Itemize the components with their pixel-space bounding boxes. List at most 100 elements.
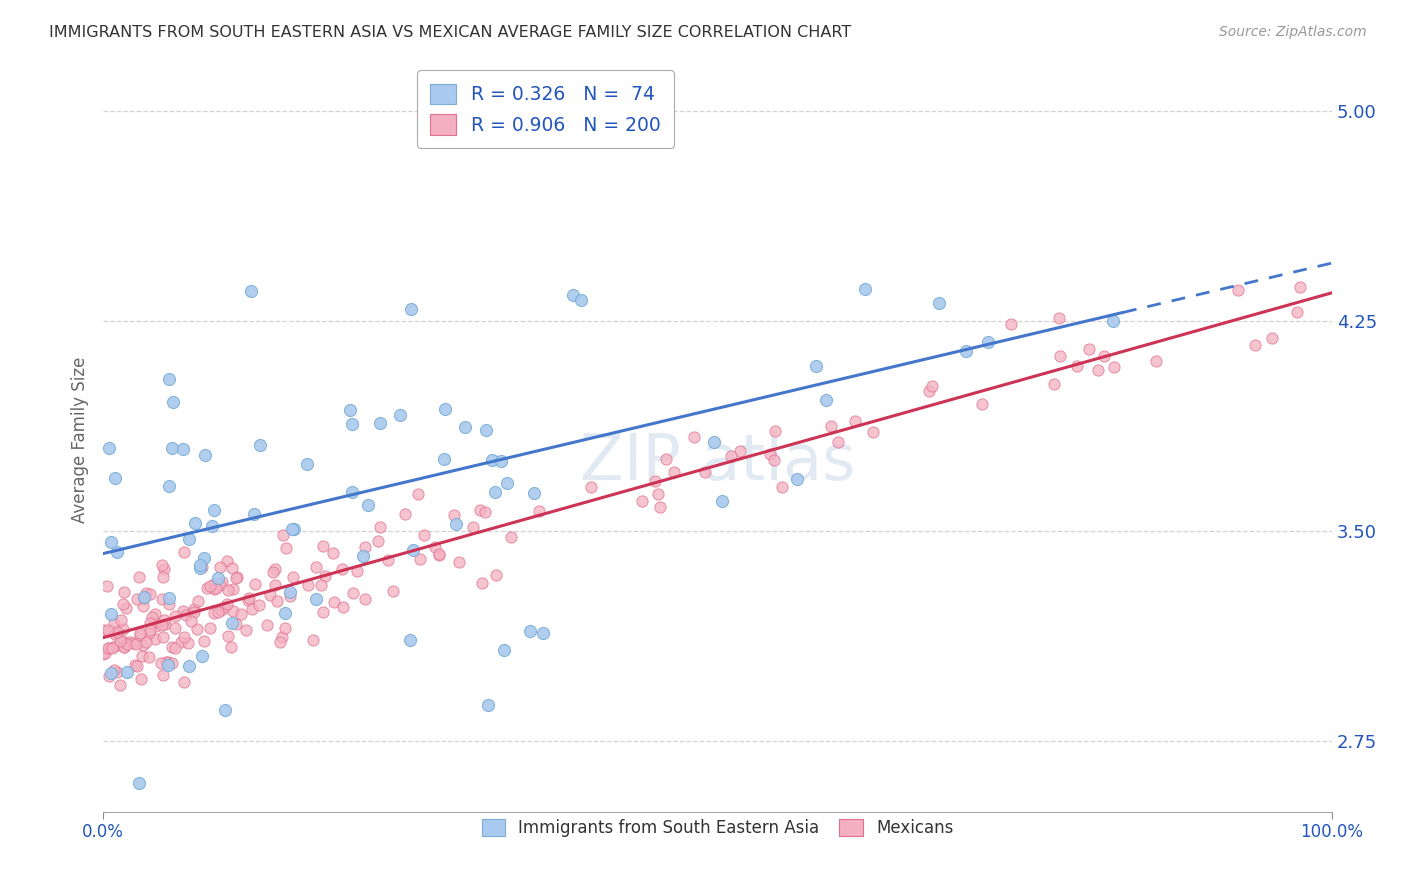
Point — [406, 487, 429, 501]
Point — [105, 544, 128, 558]
Point — [475, 423, 498, 437]
Point — [1144, 354, 1167, 368]
Point — [156, 655, 179, 669]
Point — [786, 472, 808, 486]
Point — [128, 570, 150, 584]
Point — [402, 543, 425, 558]
Point — [139, 587, 162, 601]
Point — [239, 284, 262, 298]
Point — [342, 585, 364, 599]
Point — [124, 658, 146, 673]
Point — [499, 530, 522, 544]
Point — [283, 522, 305, 536]
Point — [561, 287, 583, 301]
Point — [125, 637, 148, 651]
Point — [820, 418, 842, 433]
Point — [98, 669, 121, 683]
Point — [240, 601, 263, 615]
Point — [256, 618, 278, 632]
Point — [105, 665, 128, 680]
Point — [177, 659, 200, 673]
Point — [180, 615, 202, 629]
Point — [157, 658, 180, 673]
Point — [173, 630, 195, 644]
Point — [172, 604, 194, 618]
Point — [381, 584, 404, 599]
Point — [91, 647, 114, 661]
Point — [489, 453, 512, 467]
Point — [186, 622, 208, 636]
Point — [108, 634, 131, 648]
Point — [217, 629, 239, 643]
Point — [269, 635, 291, 649]
Point — [523, 485, 546, 500]
Point — [173, 674, 195, 689]
Point — [150, 558, 173, 573]
Point — [394, 507, 416, 521]
Point — [1066, 359, 1088, 373]
Point — [682, 430, 704, 444]
Point — [201, 518, 224, 533]
Point — [128, 776, 150, 790]
Point — [527, 504, 550, 518]
Point — [283, 570, 305, 584]
Point — [827, 434, 849, 449]
Point — [138, 650, 160, 665]
Point — [357, 499, 380, 513]
Point — [115, 665, 138, 679]
Point — [763, 424, 786, 438]
Point — [322, 546, 344, 560]
Point — [427, 548, 450, 562]
Point — [202, 503, 225, 517]
Point — [188, 561, 211, 575]
Point — [160, 640, 183, 654]
Point — [191, 559, 214, 574]
Legend: Immigrants from South Eastern Asia, Mexicans: Immigrants from South Eastern Asia, Mexi… — [475, 813, 960, 844]
Point — [183, 601, 205, 615]
Point — [155, 655, 177, 669]
Point — [332, 599, 354, 614]
Point — [447, 556, 470, 570]
Point — [266, 594, 288, 608]
Point — [150, 592, 173, 607]
Point — [115, 601, 138, 615]
Point — [143, 615, 166, 630]
Point — [236, 592, 259, 607]
Point — [163, 641, 186, 656]
Point — [204, 581, 226, 595]
Point — [468, 502, 491, 516]
Point — [245, 577, 267, 591]
Point — [758, 447, 780, 461]
Point — [112, 585, 135, 599]
Point — [1102, 360, 1125, 375]
Point — [278, 585, 301, 599]
Point — [531, 625, 554, 640]
Point — [112, 622, 135, 636]
Point — [97, 624, 120, 638]
Point — [309, 577, 332, 591]
Point — [108, 678, 131, 692]
Point — [399, 633, 422, 648]
Point — [183, 605, 205, 619]
Point — [225, 570, 247, 584]
Point — [259, 588, 281, 602]
Point — [100, 607, 122, 621]
Point — [125, 659, 148, 673]
Point — [262, 566, 284, 580]
Point — [112, 597, 135, 611]
Point — [247, 598, 270, 612]
Point — [152, 630, 174, 644]
Point — [104, 471, 127, 485]
Point — [208, 578, 231, 592]
Point — [153, 613, 176, 627]
Point — [1285, 305, 1308, 319]
Point — [187, 593, 209, 607]
Point — [153, 562, 176, 576]
Point — [215, 554, 238, 568]
Point — [195, 581, 218, 595]
Point — [157, 597, 180, 611]
Point — [804, 359, 827, 373]
Point — [138, 616, 160, 631]
Point — [179, 533, 201, 547]
Point — [112, 640, 135, 654]
